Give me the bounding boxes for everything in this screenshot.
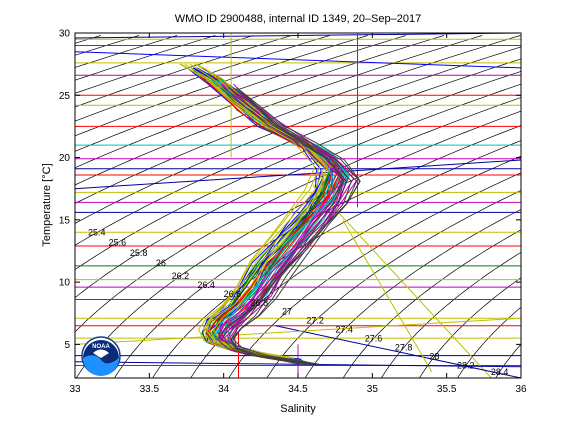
reference-line (275, 325, 521, 378)
x-tick-label: 35.5 (437, 384, 457, 395)
chart-title: WMO ID 2900488, internal ID 1349, 20–Sep… (175, 13, 421, 25)
profile-lines (179, 63, 361, 365)
reference-line (75, 51, 521, 69)
x-tick-label: 36 (515, 384, 527, 395)
isopycnal-line (75, 35, 483, 186)
isopycnal-line (75, 35, 445, 169)
profile-line (216, 87, 344, 365)
density-label: 28 (429, 352, 439, 362)
profile-line (179, 63, 321, 359)
profile-line (232, 87, 361, 365)
isopycnal-line (304, 208, 521, 378)
profile-line (230, 87, 361, 365)
isopycnal-line (534, 36, 576, 379)
density-label: 25.6 (109, 238, 127, 248)
y-tick-label: 20 (59, 153, 71, 164)
isopycnal-line (152, 140, 521, 378)
density-label: 27.8 (395, 343, 413, 353)
reference-line (75, 317, 521, 345)
density-label: 26 (156, 258, 166, 268)
density-label: 26.6 (224, 289, 242, 299)
y-tick-label: 5 (64, 340, 70, 351)
isopycnal-line (75, 70, 521, 271)
density-label: 25.4 (88, 228, 106, 238)
density-label: 27.6 (365, 334, 383, 344)
x-tick-label: 35 (367, 384, 379, 395)
density-label: 27 (282, 307, 292, 317)
density-label: 26.8 (251, 298, 269, 308)
y-tick-label: 15 (59, 215, 71, 226)
isopycnal-line (266, 190, 521, 378)
isopycnal-line (75, 83, 521, 299)
density-label: 26.4 (197, 280, 215, 290)
x-tick-label: 34.5 (288, 384, 308, 395)
x-tick-label: 34 (218, 384, 230, 395)
isopycnal-line (457, 306, 521, 378)
reference-line (75, 361, 521, 368)
isopycnal-line (75, 97, 521, 333)
noaa-logo-icon: NOAA (81, 336, 121, 376)
profile-line (230, 87, 358, 365)
density-label: 26.2 (172, 271, 190, 281)
density-labels: 25.425.625.8 26 26.2 26.4 26.6 26.8 27 27.2 27.4… (88, 228, 508, 377)
density-label: 27.2 (306, 316, 324, 326)
isopycnal-line (381, 251, 521, 378)
isopycnal-line (76, 110, 521, 378)
y-tick-label: 10 (59, 278, 71, 289)
isopycnal-line (75, 35, 292, 108)
isopycnal-line (0, 36, 25, 379)
isopycnal-line (0, 36, 63, 379)
isopycnal-line (75, 35, 521, 204)
x-axis-label: Salinity (280, 403, 316, 415)
isopycnal-line (75, 46, 521, 224)
density-label: 28.2 (457, 361, 475, 371)
plot-area (75, 33, 521, 378)
y-tick-label: 25 (59, 91, 71, 102)
x-tick-label: 33 (69, 384, 81, 395)
y-axis-ticks: 5 10 15 20 25 30 (59, 29, 521, 351)
x-tick-label: 33.5 (140, 384, 160, 395)
isopycnal-line (342, 229, 521, 378)
reference-line (342, 219, 433, 373)
density-label: 27.4 (335, 325, 353, 335)
isopycnal-line (75, 35, 254, 94)
reference-line (312, 184, 492, 378)
density-label: 25.8 (130, 248, 148, 258)
isopycnal-line (75, 35, 368, 137)
isopycnal-line (75, 35, 330, 122)
reference-line (75, 159, 521, 190)
isopycnal-line (75, 58, 521, 246)
isopycnal-line (572, 36, 576, 379)
y-axis-label: Temperature [°C] (41, 163, 53, 246)
logo-text: NOAA (92, 344, 110, 350)
x-axis-ticks: 33 33.5 34 34.5 35 35.5 36 (69, 33, 527, 395)
density-label: 28.4 (491, 367, 509, 377)
y-tick-label: 30 (59, 29, 71, 40)
isopycnal-line (228, 172, 521, 378)
